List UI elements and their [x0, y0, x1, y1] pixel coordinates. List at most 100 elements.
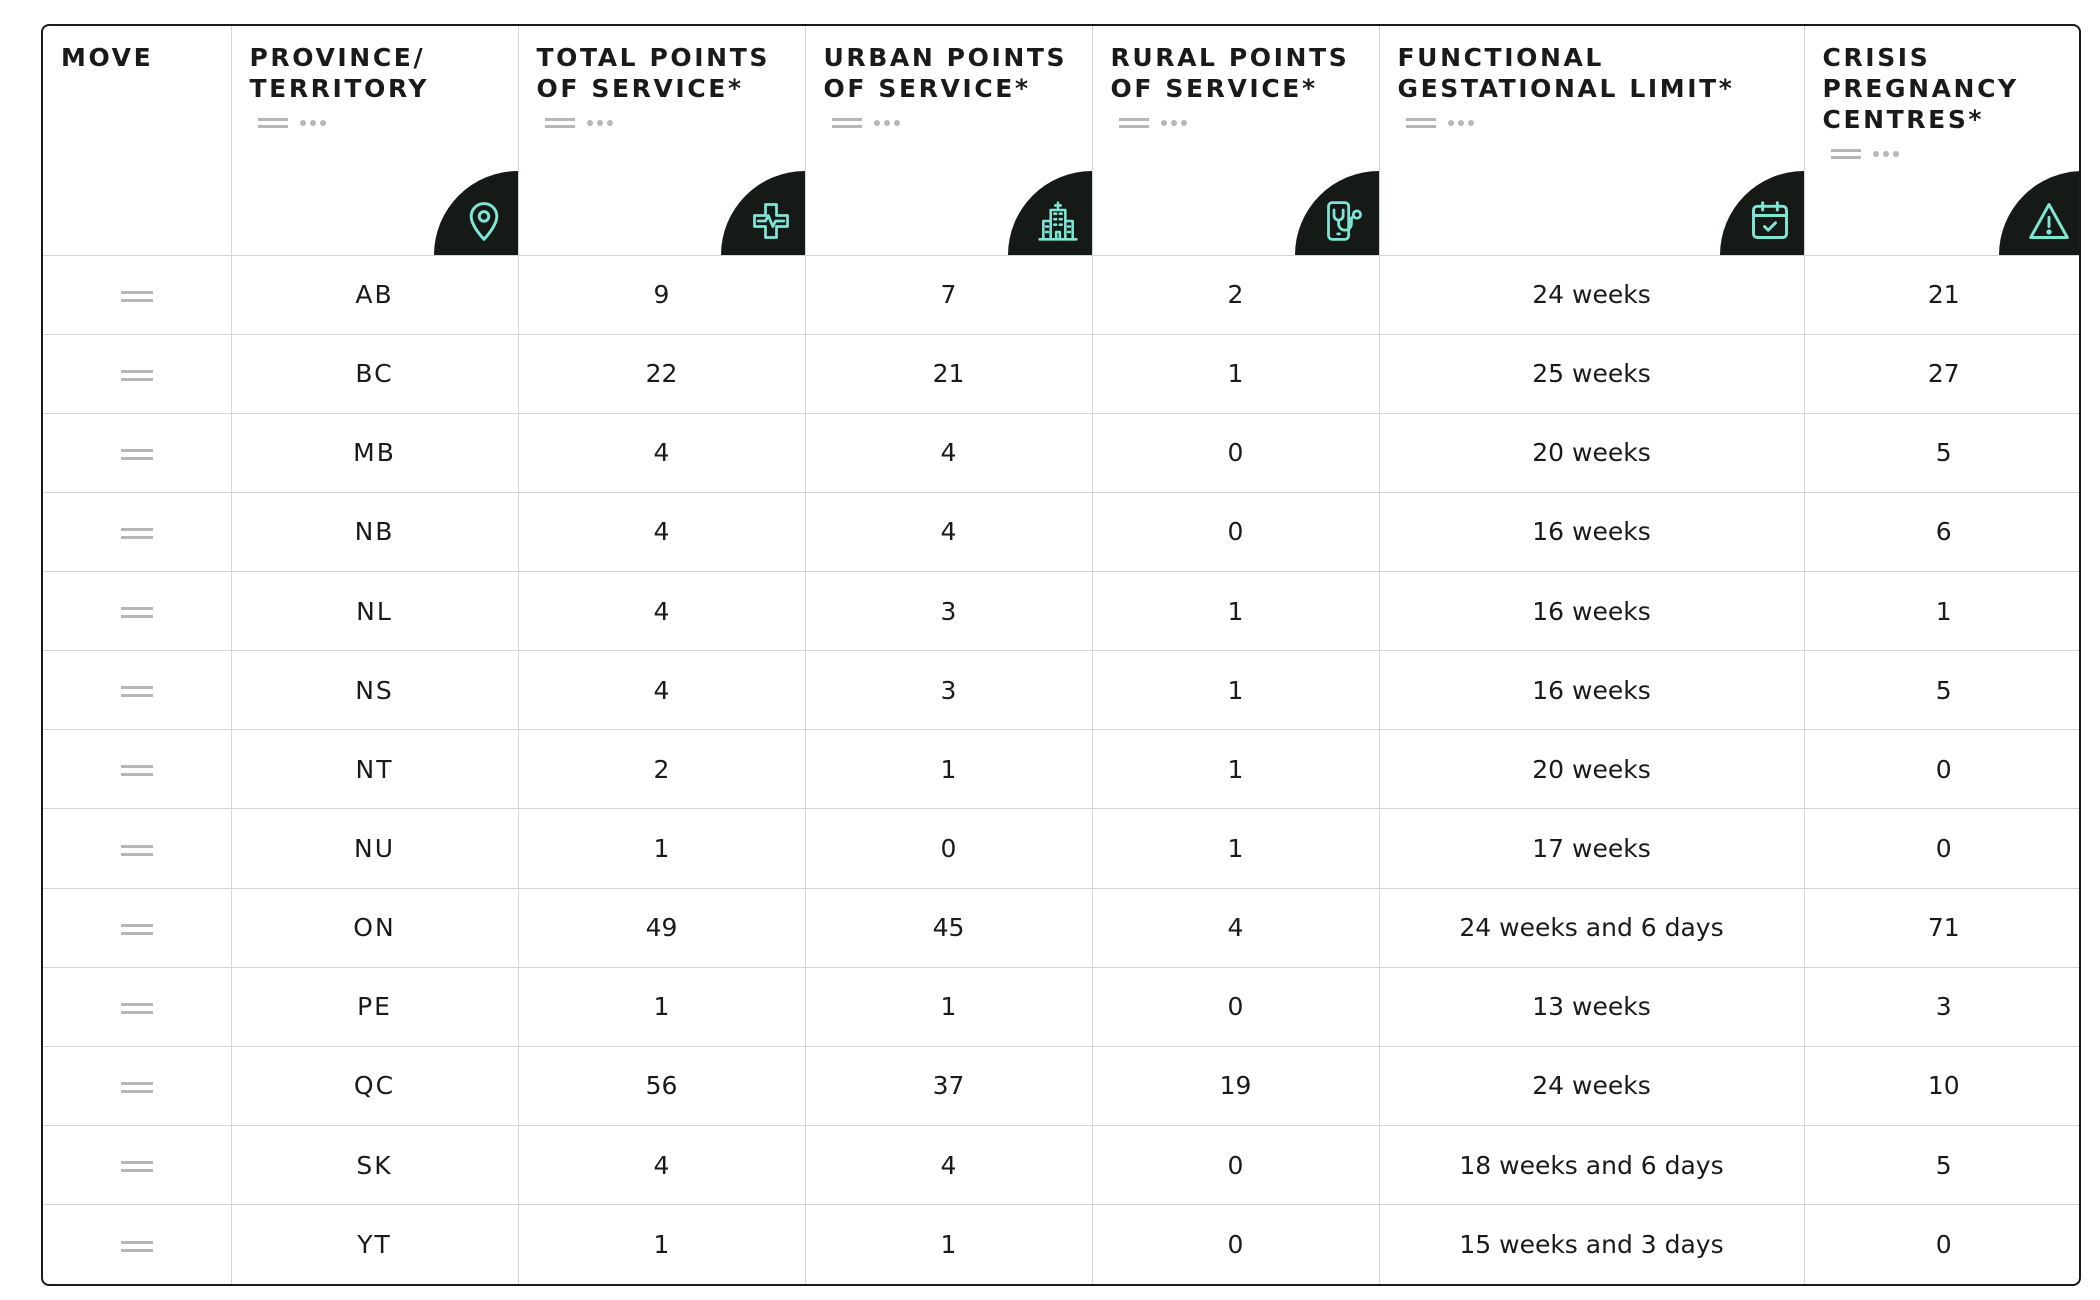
row-drag-handle-icon[interactable] [120, 448, 153, 460]
map-pin-icon [433, 170, 518, 255]
row-move-cell [43, 729, 232, 810]
cell-total: 1 [518, 967, 806, 1047]
column-header-total[interactable]: TOTAL POINTS OF SERVICE* [518, 26, 806, 256]
cell-total: 22 [518, 334, 806, 414]
row-drag-handle-icon[interactable] [120, 923, 153, 935]
row-move-cell [43, 413, 232, 493]
row-drag-handle-icon[interactable] [120, 844, 153, 856]
cell-urban: 21 [805, 334, 1093, 414]
row-move-cell [43, 808, 232, 889]
table-row: NS 4 3 1 16 weeks 5 [43, 650, 2079, 731]
cell-crisis: 1 [1804, 571, 2079, 652]
cell-limit: 13 weeks [1379, 967, 1805, 1047]
column-menu-icon[interactable] [873, 120, 900, 126]
cell-rural: 4 [1092, 888, 1380, 968]
cell-total: 4 [518, 492, 806, 573]
cell-total: 4 [518, 1125, 806, 1206]
cell-urban: 3 [805, 571, 1093, 652]
cell-rural: 0 [1092, 967, 1380, 1047]
cell-rural: 1 [1092, 650, 1380, 731]
cell-rural: 0 [1092, 1125, 1380, 1206]
cell-total: 4 [518, 571, 806, 652]
row-move-cell [43, 888, 232, 968]
cell-urban: 4 [805, 492, 1093, 573]
column-header-move: MOVE [43, 26, 232, 256]
row-move-cell [43, 650, 232, 731]
cell-rural: 1 [1092, 571, 1380, 652]
column-drag-handle-icon[interactable] [544, 118, 575, 128]
table-row: PE 1 1 0 13 weeks 3 [43, 967, 2079, 1047]
row-drag-handle-icon[interactable] [120, 607, 153, 619]
row-drag-handle-icon[interactable] [120, 765, 153, 777]
cell-urban: 7 [805, 255, 1093, 335]
medical-cross-pulse-icon [720, 170, 805, 255]
table-row: AB 9 7 2 24 weeks 21 [43, 255, 2079, 335]
cell-total: 56 [518, 1046, 806, 1127]
cell-urban: 1 [805, 967, 1093, 1047]
cell-urban: 37 [805, 1046, 1093, 1127]
column-header-label: URBAN POINTS OF SERVICE* [823, 43, 1068, 103]
cell-limit: 20 weeks [1379, 729, 1805, 810]
row-drag-handle-icon[interactable] [120, 686, 153, 698]
cell-crisis: 21 [1804, 255, 2079, 335]
cell-province: NS [231, 650, 519, 731]
row-drag-handle-icon[interactable] [120, 1081, 153, 1093]
column-header-label: MOVE [61, 43, 154, 72]
column-header-gestational-limit[interactable]: FUNCTIONAL GESTATIONAL LIMIT* [1379, 26, 1805, 256]
row-drag-handle-icon[interactable] [120, 369, 153, 381]
column-menu-icon[interactable] [586, 120, 613, 126]
cell-province: PE [231, 967, 519, 1047]
table-row: QC 56 37 19 24 weeks 10 [43, 1046, 2079, 1127]
column-header-label: CRISIS PREGNANCY CENTRES* [1822, 43, 2019, 134]
column-drag-handle-icon[interactable] [1405, 118, 1436, 128]
column-header-rural[interactable]: RURAL POINTS OF SERVICE* [1092, 26, 1380, 256]
column-header-province[interactable]: PROVINCE/ TERRITORY [231, 26, 519, 256]
column-header-label: PROVINCE/ TERRITORY [249, 43, 430, 103]
cell-province: YT [231, 1204, 519, 1284]
cell-rural: 19 [1092, 1046, 1380, 1127]
cell-province: NT [231, 729, 519, 810]
row-drag-handle-icon[interactable] [120, 290, 153, 302]
table-row: ON 49 45 4 24 weeks and 6 days 71 [43, 888, 2079, 968]
column-menu-icon[interactable] [1872, 151, 1899, 157]
table-row: SK 4 4 0 18 weeks and 6 days 5 [43, 1125, 2079, 1206]
column-header-label: FUNCTIONAL GESTATIONAL LIMIT* [1397, 43, 1735, 103]
column-drag-handle-icon[interactable] [1118, 118, 1149, 128]
row-move-cell [43, 1046, 232, 1127]
column-menu-icon[interactable] [1160, 120, 1187, 126]
row-drag-handle-icon[interactable] [120, 527, 153, 539]
cell-limit: 20 weeks [1379, 413, 1805, 493]
table-row: MB 4 4 0 20 weeks 5 [43, 413, 2079, 493]
cell-urban: 4 [805, 1125, 1093, 1206]
cell-rural: 1 [1092, 729, 1380, 810]
row-drag-handle-icon[interactable] [120, 1002, 153, 1014]
column-drag-handle-icon[interactable] [831, 118, 862, 128]
column-header-urban[interactable]: URBAN POINTS OF SERVICE* [805, 26, 1093, 256]
cell-crisis: 71 [1804, 888, 2079, 968]
phone-stethoscope-icon [1294, 170, 1379, 255]
cell-rural: 2 [1092, 255, 1380, 335]
cell-urban: 3 [805, 650, 1093, 731]
cell-urban: 45 [805, 888, 1093, 968]
cell-crisis: 5 [1804, 1125, 2079, 1206]
row-move-cell [43, 1204, 232, 1284]
row-drag-handle-icon[interactable] [120, 1240, 153, 1252]
cell-total: 1 [518, 808, 806, 889]
cell-rural: 1 [1092, 808, 1380, 889]
cell-urban: 4 [805, 413, 1093, 493]
cell-province: MB [231, 413, 519, 493]
column-header-label: RURAL POINTS OF SERVICE* [1110, 43, 1350, 103]
column-header-crisis-centres[interactable]: CRISIS PREGNANCY CENTRES* [1804, 26, 2079, 256]
cell-rural: 1 [1092, 334, 1380, 414]
column-menu-icon[interactable] [1447, 120, 1474, 126]
column-drag-handle-icon[interactable] [257, 118, 288, 128]
table-row: NT 2 1 1 20 weeks 0 [43, 729, 2079, 810]
cell-crisis: 5 [1804, 650, 2079, 731]
row-drag-handle-icon[interactable] [120, 1161, 153, 1173]
column-menu-icon[interactable] [299, 120, 326, 126]
cell-province: NB [231, 492, 519, 573]
column-drag-handle-icon[interactable] [1830, 149, 1861, 159]
cell-limit: 16 weeks [1379, 571, 1805, 652]
row-move-cell [43, 571, 232, 652]
cell-crisis: 6 [1804, 492, 2079, 573]
